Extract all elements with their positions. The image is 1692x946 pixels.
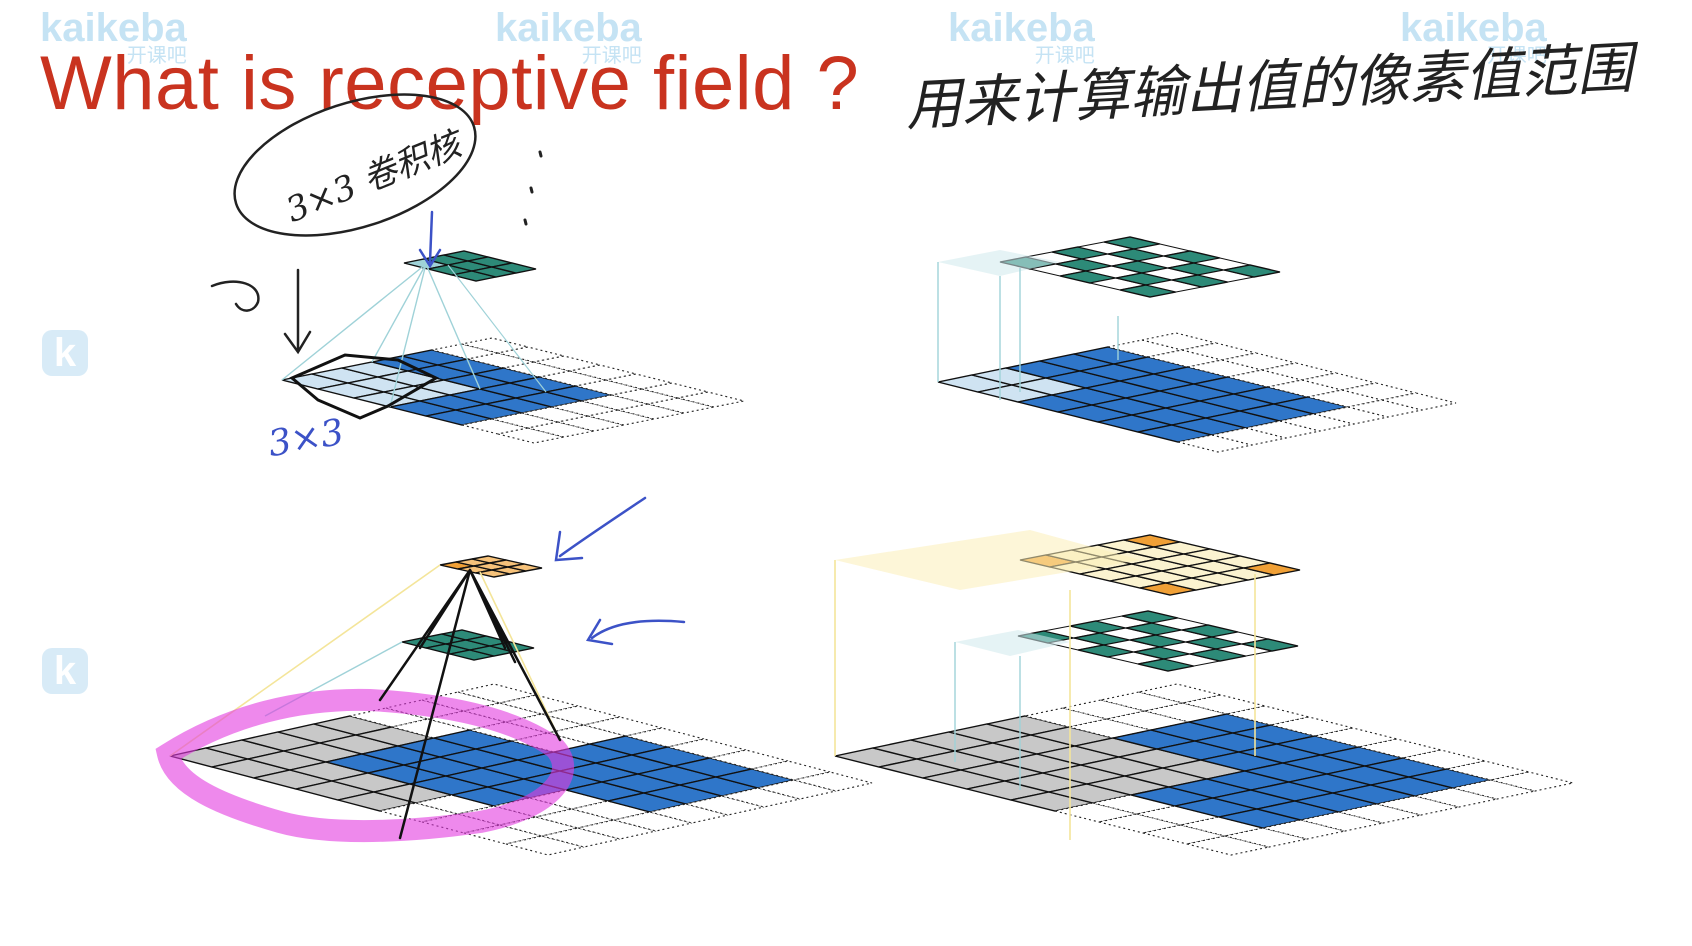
magenta-highlight: [155, 688, 575, 843]
grid-cell: [575, 379, 643, 396]
teal-frame-top: [955, 630, 1070, 656]
grid-cell: [793, 771, 873, 792]
grid-cell: [1098, 813, 1182, 834]
grid-cell: [605, 373, 673, 390]
grid-cell: [557, 415, 625, 432]
watermark-icon: k: [42, 648, 88, 694]
grid-cell: [539, 370, 607, 387]
grid-cell: [1062, 699, 1146, 720]
grid-cell: [527, 421, 595, 438]
grid-cell: [1092, 794, 1176, 815]
grid-cell: [1381, 392, 1457, 411]
grid-cell: [1054, 802, 1138, 823]
grid-cell: [1180, 816, 1264, 837]
grid-cell: [1243, 562, 1301, 576]
grid-cell: [431, 343, 499, 360]
grid-cell: [521, 406, 589, 423]
yellow-projection: [479, 571, 561, 741]
grid-cell: [507, 563, 543, 572]
grid-cell: [1024, 707, 1108, 728]
input-grid: [834, 683, 1574, 856]
grid-cell: [1262, 819, 1346, 840]
watermark-logo: kaikeba 开课吧: [495, 6, 642, 67]
grid-cell: [1068, 718, 1152, 739]
grid-cell: [491, 262, 537, 274]
grid-cell: [1136, 805, 1220, 826]
grid-cell: [467, 352, 535, 369]
projection-line: [425, 263, 481, 390]
curved-arrow: [210, 280, 260, 312]
grid-cell: [1270, 716, 1354, 737]
grid-cell: [1144, 702, 1228, 723]
grid-cell: [1490, 771, 1574, 792]
grid-cell: [1223, 264, 1281, 278]
grid-cell: [1182, 694, 1266, 715]
kernel-note-ellipse: [233, 93, 477, 237]
grid-cell: [551, 400, 619, 417]
grid-cell: [1106, 710, 1190, 731]
watermark-logo: kaikeba 开课吧: [1400, 6, 1547, 67]
input-grid: [937, 332, 1457, 453]
grid-cell: [1314, 727, 1398, 748]
grid-cell: [461, 418, 529, 435]
conv2-grid: [439, 555, 543, 578]
handwritten-strokes: [155, 93, 686, 843]
grid-cell: [1414, 787, 1498, 808]
grid-cell: [611, 388, 679, 405]
teal-frame-top: [938, 250, 1060, 276]
grid-cell: [1300, 811, 1384, 832]
grid-cell: [581, 394, 649, 411]
arrow-to-conv2: [554, 496, 647, 562]
watermark-icon: k: [42, 330, 88, 376]
projection-line: [389, 263, 427, 408]
grid-cell: [1338, 803, 1422, 824]
conv1-grid: [1017, 610, 1299, 672]
output-grid: [999, 236, 1281, 298]
grid-cell: [1138, 683, 1222, 704]
grid-cell: [677, 391, 745, 408]
grid-cell: [1446, 760, 1530, 781]
watermark-logo: kaikeba 开课吧: [40, 6, 187, 67]
grid-cell: [533, 355, 601, 372]
grid-cell: [1241, 638, 1299, 652]
watermark-logo: kaikeba 开课吧: [948, 6, 1095, 67]
grid-cell: [641, 382, 709, 399]
grid-cell: [1224, 827, 1308, 848]
grid-cell: [587, 409, 655, 426]
pen-outline-kernel: [289, 353, 440, 420]
projection-line: [281, 263, 427, 381]
grid-cell: [1226, 705, 1310, 726]
grid-cell: [1100, 691, 1184, 712]
page-title: What is receptive field ?: [40, 41, 860, 126]
grid-cell: [1186, 835, 1270, 856]
grid-cell: [461, 337, 529, 354]
grid-cell: [491, 412, 559, 429]
arrow-to-conv1: [585, 618, 686, 646]
input-grid: [281, 337, 745, 444]
projection-line: [371, 263, 427, 363]
grid-cell: [497, 427, 565, 444]
pen-pyramid-lines: [378, 568, 562, 840]
grid-cell: [647, 397, 715, 414]
grid-cell: [1358, 738, 1442, 759]
grid-cell: [569, 364, 637, 381]
grid-cell: [1402, 749, 1486, 770]
projection-line: [447, 264, 547, 393]
arrow-to-output: [418, 210, 442, 269]
output-grid: [403, 250, 537, 282]
dots: [523, 150, 543, 226]
arrow-down: [283, 268, 312, 355]
grid-cell: [1376, 795, 1460, 816]
grid-cell: [1452, 779, 1536, 800]
grid-cell: [617, 403, 685, 420]
yellow-frame-top: [835, 530, 1140, 590]
grid-cell: [1142, 824, 1226, 845]
